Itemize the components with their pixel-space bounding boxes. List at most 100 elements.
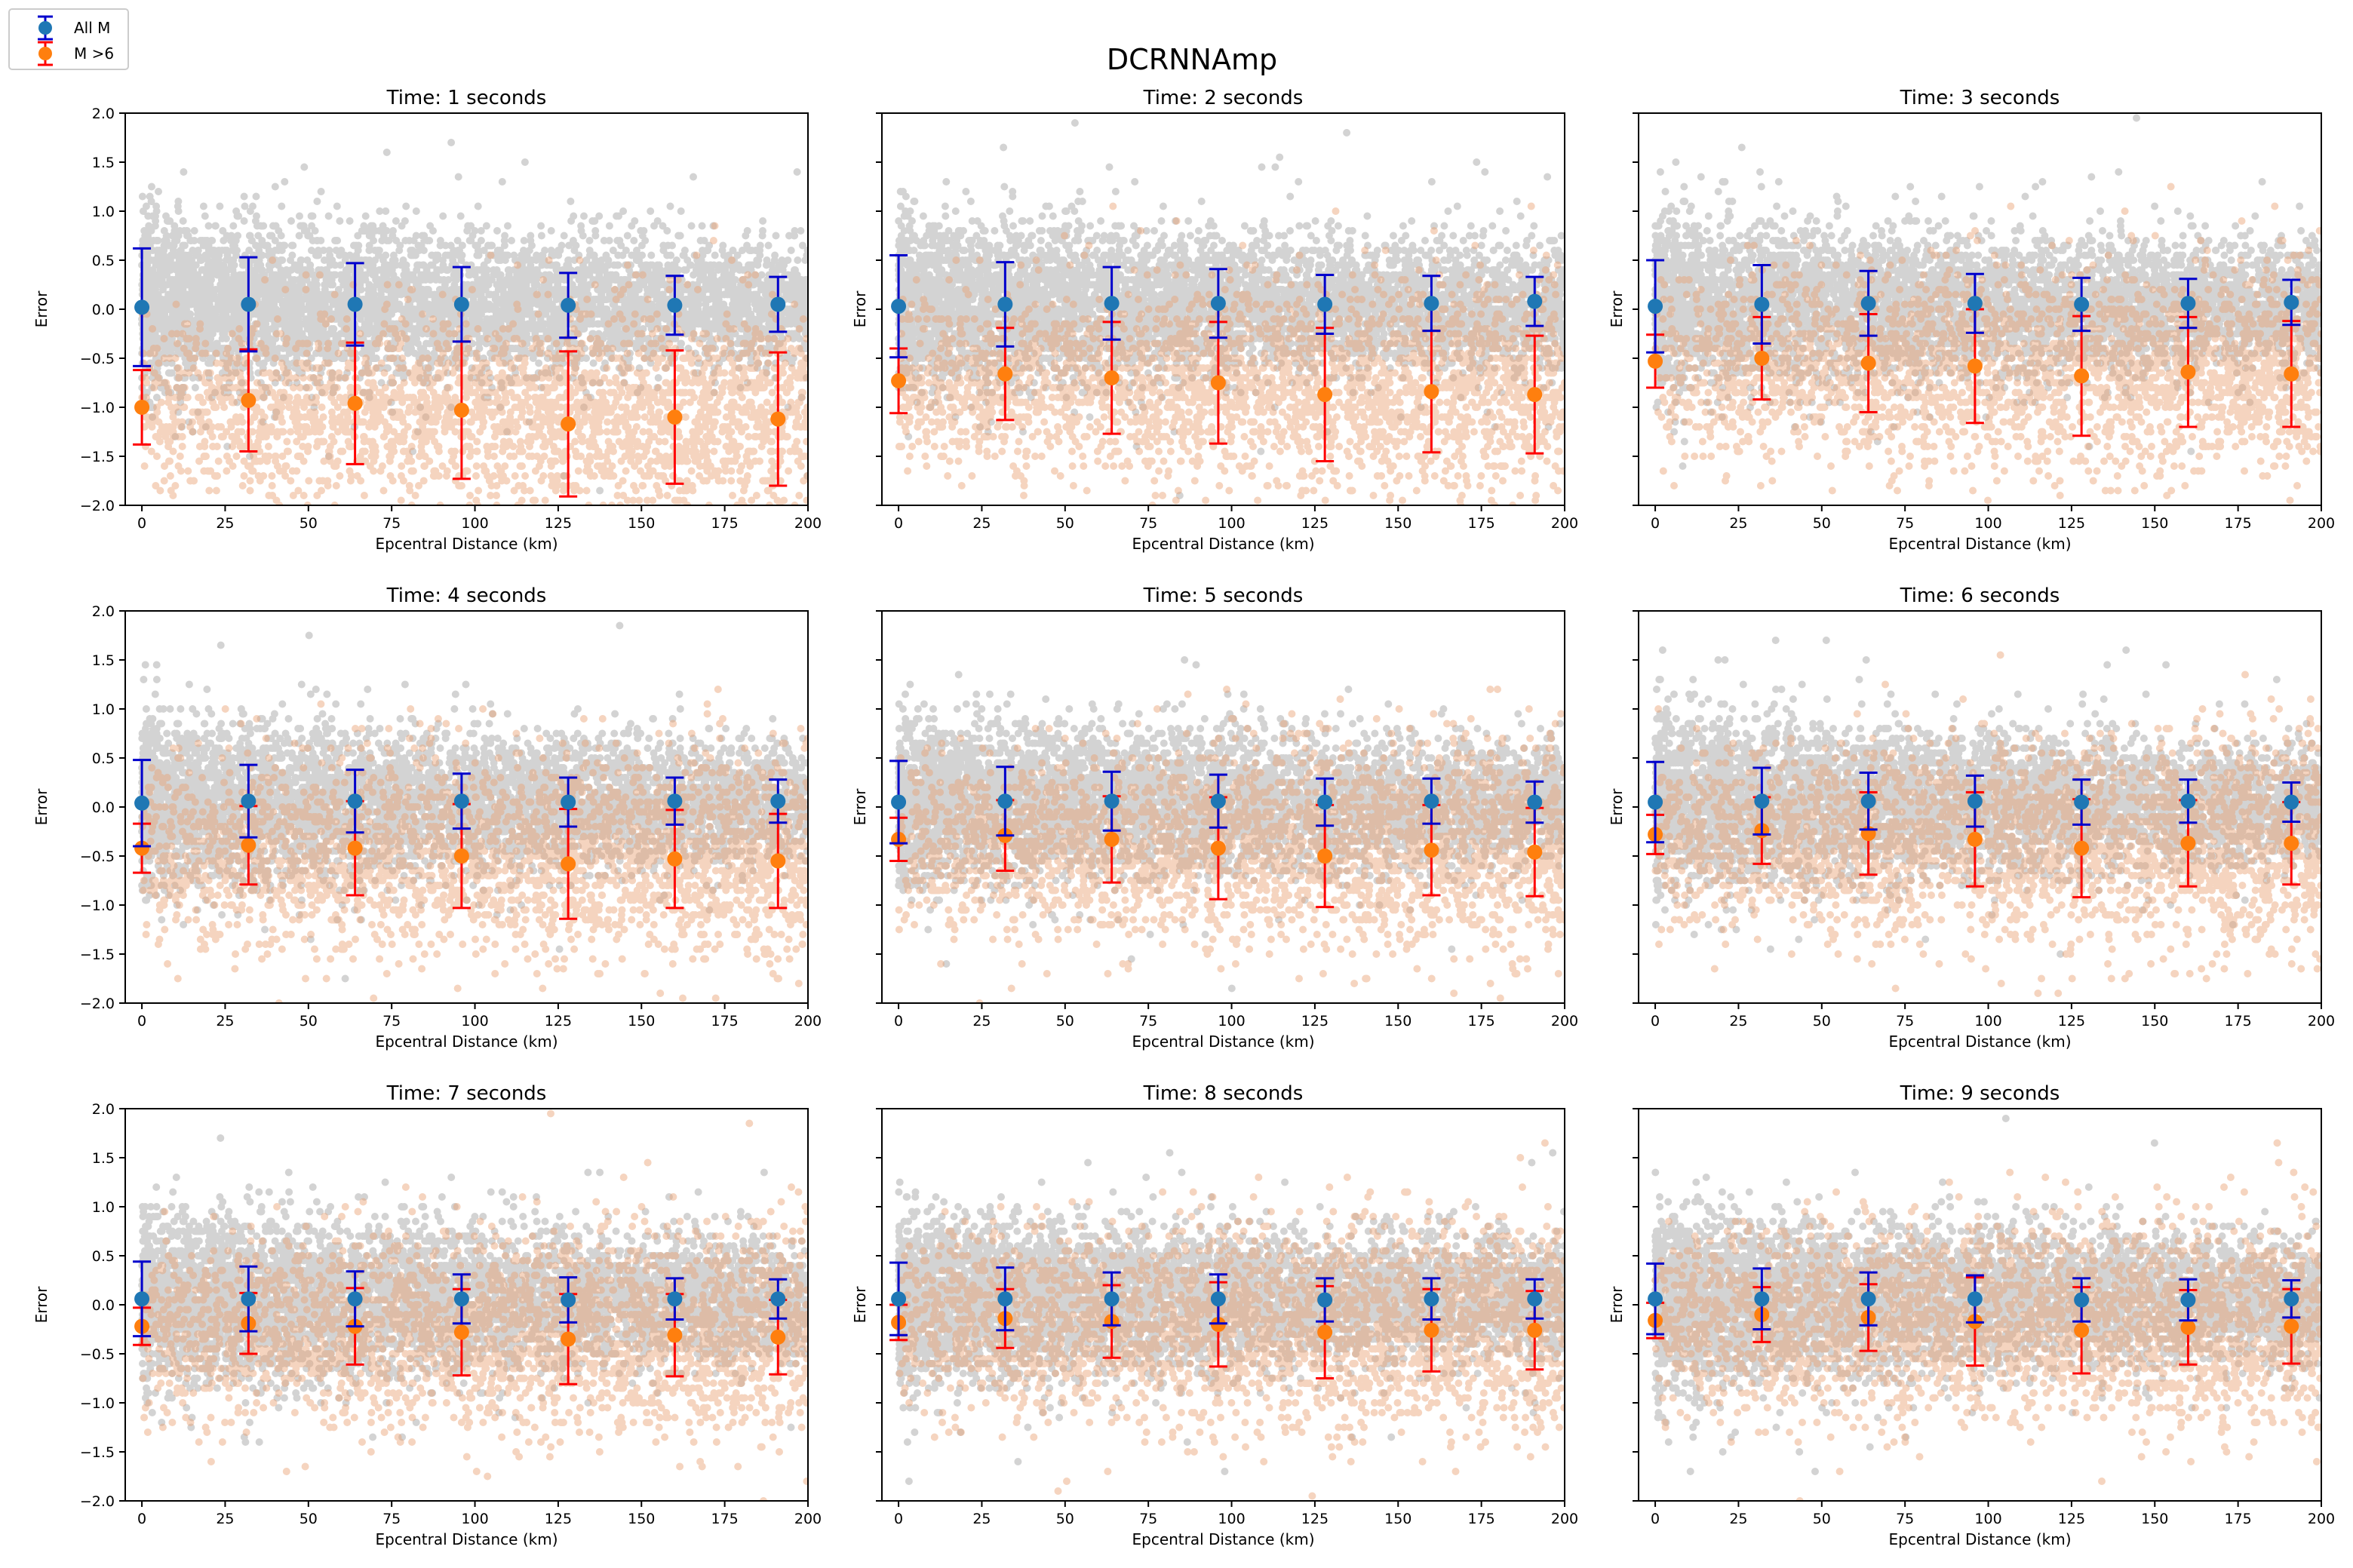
x-tick-label: 125	[545, 515, 572, 532]
point-all-m	[1211, 296, 1226, 311]
y-axis-label: Error	[851, 788, 869, 826]
point-m-gt-6	[348, 841, 363, 856]
y-tick-label: −1.0	[80, 400, 115, 416]
y-axis-label: Error	[32, 290, 51, 328]
x-tick-label: 25	[972, 1013, 991, 1029]
y-tick-label: 0.5	[92, 1248, 115, 1265]
point-m-gt-6	[2074, 1323, 2089, 1338]
x-tick-label: 75	[382, 515, 401, 532]
point-all-m	[561, 1293, 576, 1308]
y-tick-label: −1.5	[80, 1444, 115, 1461]
x-tick-label: 150	[628, 515, 655, 532]
x-tick-label: 200	[794, 515, 822, 532]
x-tick-label: 0	[894, 1013, 903, 1029]
point-m-gt-6	[667, 1327, 682, 1342]
x-tick-label: 200	[2308, 515, 2335, 532]
point-all-m	[667, 793, 682, 809]
point-m-gt-6	[1211, 841, 1226, 856]
x-tick-label: 200	[2308, 1511, 2335, 1527]
point-all-m	[1861, 793, 1876, 809]
x-tick-label: 50	[300, 515, 318, 532]
point-all-m	[454, 1291, 469, 1306]
point-all-m	[2284, 1291, 2299, 1306]
point-m-gt-6	[667, 852, 682, 867]
point-m-gt-6	[241, 393, 256, 408]
legend-marker-all-m	[38, 21, 52, 35]
x-axis-label: Epcentral Distance (km)	[1888, 1530, 2071, 1548]
point-m-gt-6	[1754, 351, 1769, 366]
x-tick-label: 150	[2141, 1013, 2168, 1029]
point-all-m	[2180, 1293, 2195, 1308]
point-all-m	[1527, 795, 1542, 810]
subplot-title: Time: 9 seconds	[1900, 1082, 2060, 1105]
y-tick-label: 2.0	[92, 1101, 115, 1118]
point-m-gt-6	[2284, 367, 2299, 382]
point-all-m	[997, 297, 1012, 312]
x-tick-label: 25	[1729, 515, 1747, 532]
point-m-gt-6	[1527, 845, 1542, 860]
point-m-gt-6	[241, 838, 256, 853]
point-m-gt-6	[454, 403, 469, 418]
x-axis-label: Epcentral Distance (km)	[1132, 1033, 1314, 1051]
point-all-m	[241, 297, 256, 312]
point-all-m	[1648, 299, 1663, 314]
x-tick-label: 175	[1468, 1511, 1495, 1527]
point-all-m	[241, 1291, 256, 1306]
y-tick-label: 0.0	[92, 799, 115, 816]
y-tick-label: 1.0	[92, 701, 115, 718]
x-tick-label: 175	[711, 1013, 739, 1029]
point-m-gt-6	[1424, 1323, 1439, 1338]
x-tick-label: 175	[1468, 515, 1495, 532]
x-tick-label: 125	[545, 1013, 572, 1029]
x-tick-label: 125	[1301, 1013, 1329, 1029]
point-all-m	[134, 299, 149, 315]
subplot-title: Time: 4 seconds	[386, 585, 547, 607]
point-m-gt-6	[2180, 836, 2195, 851]
x-tick-label: 150	[1384, 1511, 1411, 1527]
point-all-m	[1424, 793, 1439, 809]
point-all-m	[561, 298, 576, 313]
y-tick-label: 1.5	[92, 1150, 115, 1167]
legend-label-all-m: All M	[74, 19, 110, 37]
y-tick-label: 1.0	[92, 1199, 115, 1216]
point-all-m	[1754, 297, 1769, 312]
x-tick-label: 200	[2308, 1013, 2335, 1029]
subplot-title: Time: 2 seconds	[1143, 87, 1304, 109]
x-tick-label: 75	[1139, 1511, 1157, 1527]
x-axis-label: Epcentral Distance (km)	[375, 1530, 558, 1548]
point-m-gt-6	[891, 373, 906, 388]
y-tick-label: −1.0	[80, 1395, 115, 1412]
y-axis-label: Error	[32, 1286, 51, 1324]
point-m-gt-6	[1424, 842, 1439, 858]
x-tick-label: 75	[1896, 1511, 1914, 1527]
x-axis-label: Epcentral Distance (km)	[375, 1033, 558, 1051]
x-tick-label: 125	[545, 1511, 572, 1527]
x-tick-label: 0	[1651, 1511, 1660, 1527]
y-tick-label: 1.0	[92, 204, 115, 220]
x-tick-label: 0	[894, 515, 903, 532]
point-all-m	[2284, 295, 2299, 310]
x-tick-label: 125	[2058, 1511, 2085, 1527]
point-all-m	[1754, 793, 1769, 809]
point-all-m	[1754, 1291, 1769, 1306]
point-m-gt-6	[1861, 356, 1876, 371]
x-tick-label: 200	[794, 1013, 822, 1029]
point-m-gt-6	[2180, 364, 2195, 379]
x-tick-label: 100	[461, 1511, 488, 1527]
x-tick-label: 50	[300, 1013, 318, 1029]
x-tick-label: 125	[2058, 515, 2085, 532]
legend-marker-m-gt-6	[38, 47, 52, 60]
y-tick-label: 0.0	[92, 302, 115, 318]
x-tick-label: 125	[1301, 515, 1329, 532]
point-m-gt-6	[2074, 368, 2089, 383]
y-tick-label: 0.5	[92, 750, 115, 767]
point-m-gt-6	[1967, 832, 1983, 847]
x-tick-label: 50	[300, 1511, 318, 1527]
y-axis-label: Error	[32, 788, 51, 826]
point-all-m	[2074, 1293, 2089, 1308]
x-axis-label: Epcentral Distance (km)	[375, 535, 558, 553]
point-m-gt-6	[561, 416, 576, 431]
point-m-gt-6	[770, 412, 785, 427]
x-tick-label: 75	[382, 1013, 401, 1029]
x-tick-label: 75	[1896, 515, 1914, 532]
